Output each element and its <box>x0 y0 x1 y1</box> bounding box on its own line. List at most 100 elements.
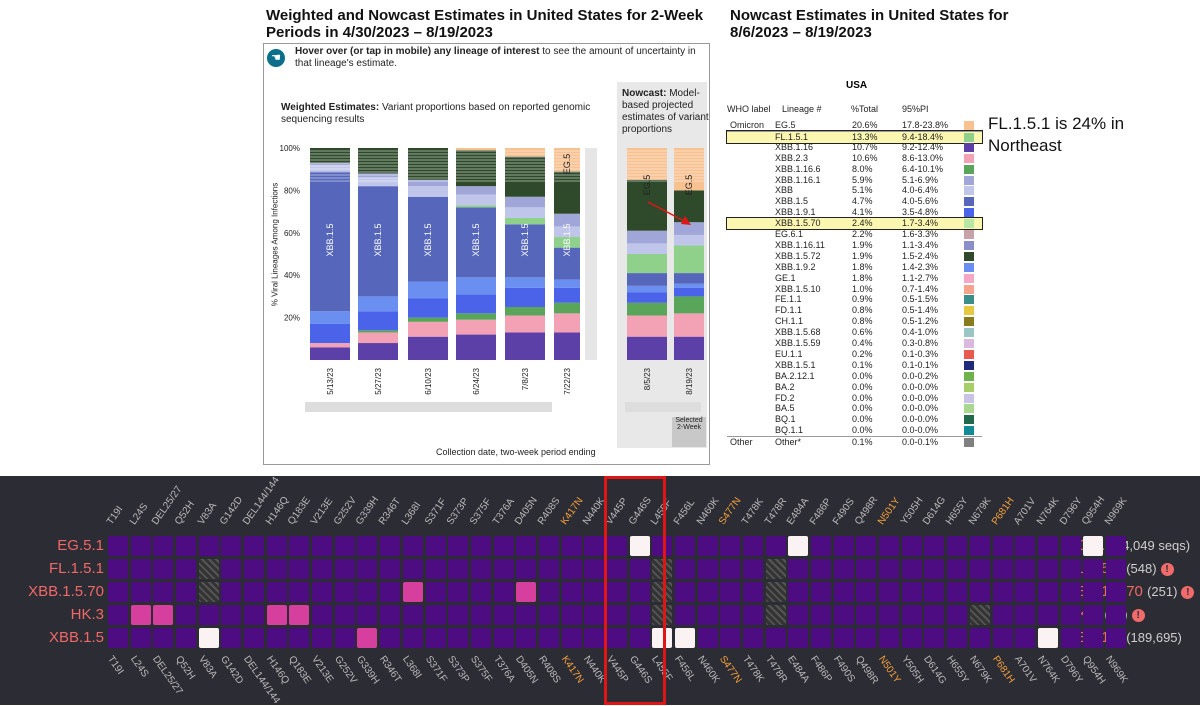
bar-segment[interactable] <box>554 313 580 333</box>
heatmap-cell[interactable] <box>856 628 877 648</box>
bar-segment[interactable] <box>456 207 496 278</box>
heatmap-cell[interactable] <box>1060 605 1081 625</box>
bar-segment[interactable] <box>358 186 398 297</box>
heatmap-cell[interactable] <box>720 582 741 602</box>
heatmap-cell[interactable] <box>312 582 333 602</box>
heatmap-cell[interactable] <box>969 628 990 648</box>
table-row[interactable]: XBB.1.16.6 8.0% 6.4-10.1% <box>727 164 982 175</box>
bar-segment[interactable] <box>674 287 704 297</box>
heatmap-cell[interactable] <box>1037 582 1058 602</box>
heatmap-cell[interactable] <box>697 605 718 625</box>
heatmap-cell[interactable] <box>402 628 423 648</box>
table-row[interactable]: XBB.1.5.59 0.4% 0.3-0.8% <box>727 338 982 349</box>
heatmap-cell[interactable] <box>380 559 401 579</box>
heatmap-cell[interactable] <box>221 605 242 625</box>
bar-segment[interactable] <box>505 148 545 157</box>
heatmap-cell[interactable] <box>198 559 219 579</box>
nowcast-scrollbar[interactable] <box>625 402 701 412</box>
heatmap-cell[interactable] <box>334 559 355 579</box>
heatmap-cell[interactable] <box>629 628 650 648</box>
heatmap-cell[interactable] <box>856 582 877 602</box>
bar-segment[interactable] <box>408 336 448 360</box>
bar-segment[interactable] <box>456 186 496 195</box>
heatmap-cell[interactable] <box>380 628 401 648</box>
heatmap-cell[interactable] <box>266 582 287 602</box>
heatmap-cell[interactable] <box>969 536 990 556</box>
bar-segment[interactable] <box>310 148 350 163</box>
heatmap-cell[interactable] <box>947 605 968 625</box>
bar-segment[interactable] <box>408 196 448 282</box>
heatmap-cell[interactable] <box>357 605 378 625</box>
table-row[interactable]: GE.1 1.8% 1.1-2.7% <box>727 273 982 284</box>
heatmap-cell[interactable] <box>629 605 650 625</box>
lineage-label-left[interactable]: FL.1.5.1 <box>48 560 104 577</box>
heatmap-cell[interactable] <box>176 628 197 648</box>
heatmap-cell[interactable] <box>1083 605 1104 625</box>
heatmap-cell[interactable] <box>652 536 673 556</box>
table-row[interactable]: BA.5 0.0% 0.0-0.0% <box>727 403 982 414</box>
bar-segment[interactable] <box>674 222 704 235</box>
heatmap-cell[interactable] <box>606 559 627 579</box>
bar-segment[interactable] <box>505 217 545 225</box>
heatmap-cell[interactable] <box>675 628 695 648</box>
heatmap-cell[interactable] <box>1015 536 1036 556</box>
heatmap-cell[interactable] <box>198 582 219 602</box>
warning-icon[interactable]: ! <box>1181 586 1195 599</box>
bar-segment[interactable] <box>627 285 667 293</box>
heatmap-cell[interactable] <box>130 582 151 602</box>
bar-segment[interactable] <box>627 273 667 286</box>
bar-segment[interactable] <box>456 194 496 206</box>
heatmap-cell[interactable] <box>924 605 945 625</box>
heatmap-cell[interactable] <box>924 582 945 602</box>
heatmap-cell[interactable] <box>130 628 151 648</box>
heatmap-cell[interactable] <box>629 582 650 602</box>
bar-segment[interactable] <box>505 315 545 333</box>
table-row[interactable]: BA.2.12.1 0.0% 0.0-0.2% <box>727 371 982 382</box>
bar-segment[interactable] <box>627 254 667 274</box>
bar-segment[interactable] <box>505 224 545 278</box>
heatmap-cell[interactable] <box>538 605 559 625</box>
heatmap-cell[interactable] <box>743 605 764 625</box>
bar-segment[interactable] <box>456 148 496 151</box>
bar-segment[interactable] <box>408 281 448 299</box>
heatmap-cell[interactable] <box>153 559 174 579</box>
heatmap-cell[interactable] <box>856 536 877 556</box>
table-row[interactable]: XBB.2.3 10.6% 8.6-13.0% <box>727 153 982 164</box>
heatmap-cell[interactable] <box>153 605 174 625</box>
heatmap-cell[interactable] <box>176 582 197 602</box>
heatmap-cell[interactable] <box>244 582 265 602</box>
bar-segment[interactable] <box>505 332 545 360</box>
heatmap-cell[interactable] <box>833 582 854 602</box>
bar-segment[interactable] <box>456 205 496 208</box>
heatmap-cell[interactable] <box>765 628 786 648</box>
table-row[interactable]: CH.1.1 0.8% 0.5-1.2% <box>727 316 982 327</box>
heatmap-cell[interactable] <box>788 628 809 648</box>
bar-segment[interactable] <box>627 336 667 360</box>
lineage-label-left[interactable]: XBB.1.5.70 <box>28 583 104 600</box>
heatmap-cell[interactable] <box>901 559 922 579</box>
heatmap-cell[interactable] <box>947 628 968 648</box>
heatmap-cell[interactable] <box>516 605 537 625</box>
heatmap-cell[interactable] <box>221 628 242 648</box>
table-row[interactable]: BQ.1 0.0% 0.0-0.0% <box>727 414 982 425</box>
heatmap-cell[interactable] <box>448 536 469 556</box>
heatmap-cell[interactable] <box>1060 536 1081 556</box>
heatmap-cell[interactable] <box>833 559 854 579</box>
bar-segment[interactable] <box>408 298 448 318</box>
heatmap-cell[interactable] <box>1037 605 1058 625</box>
heatmap-cell[interactable] <box>606 605 627 625</box>
bar-segment[interactable] <box>627 292 667 303</box>
bar-segment[interactable] <box>554 213 580 227</box>
bar-segment[interactable] <box>554 171 580 214</box>
bar-segment[interactable] <box>554 287 580 303</box>
bar-segment[interactable] <box>358 296 398 312</box>
heatmap-cell[interactable] <box>901 536 922 556</box>
heatmap-cell[interactable] <box>720 559 741 579</box>
heatmap-cell[interactable] <box>108 582 128 602</box>
heatmap-cell[interactable] <box>629 559 650 579</box>
bar-segment[interactable] <box>505 277 545 288</box>
heatmap-cell[interactable] <box>538 559 559 579</box>
bar-segment[interactable] <box>627 148 667 180</box>
table-row[interactable]: XBB.1.5.10 1.0% 0.7-1.4% <box>727 284 982 295</box>
heatmap-cell[interactable] <box>629 536 650 556</box>
